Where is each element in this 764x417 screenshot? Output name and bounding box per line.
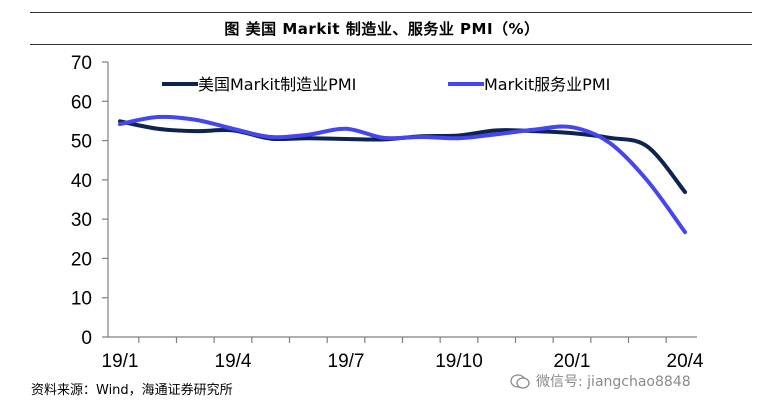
x-tick-label: 19/10 [435, 351, 483, 372]
chart-title: 图 美国 Markit 制造业、服务业 PMI（%） [224, 20, 540, 38]
x-tick-label: 19/4 [215, 351, 252, 372]
source-note: 资料来源：Wind，海通证券研究所 [31, 383, 233, 398]
top-rule [30, 12, 752, 13]
services-pmi-point [156, 115, 160, 119]
manufacturing-pmi-point [608, 136, 612, 140]
services-pmi-point [193, 118, 197, 122]
manufacturing-pmi-point [156, 127, 160, 131]
legend-label-manufacturing: 美国Markit制造业PMI [198, 75, 356, 94]
manufacturing-pmi-point [344, 137, 348, 141]
x-tick-label: 19/1 [102, 351, 139, 372]
services-pmi-point [419, 135, 423, 139]
y-tick-label: 60 [71, 92, 92, 113]
x-tick-label: 20/1 [554, 351, 591, 372]
services-pmi-point [118, 122, 122, 126]
manufacturing-pmi-point [645, 144, 649, 148]
services-pmi-line [118, 114, 687, 235]
services-pmi-point [457, 136, 461, 140]
y-tick-label: 40 [71, 171, 92, 192]
services-pmi-point [683, 230, 687, 234]
y-tick-label: 70 [71, 53, 92, 74]
services-pmi-point [570, 125, 574, 129]
services-pmi-point [495, 132, 499, 136]
services-pmi-point [608, 141, 612, 145]
manufacturing-pmi-point [570, 131, 574, 135]
legend-label-services: Markit服务业PMI [484, 75, 610, 94]
x-tick-label: 20/4 [667, 351, 704, 372]
services-pmi-point [532, 128, 536, 132]
wechat-icon [510, 374, 530, 389]
y-tick-label: 0 [81, 328, 92, 349]
y-tick-label: 10 [71, 289, 92, 310]
y-tick-label: 50 [71, 132, 92, 153]
services-pmi-point [269, 135, 273, 139]
title-rule [30, 44, 752, 45]
services-pmi-point [231, 127, 235, 131]
services-pmi-point [306, 133, 310, 137]
services-pmi-point [645, 179, 649, 183]
wechat-watermark: 微信号: jiangchao8848 [510, 371, 691, 391]
manufacturing-pmi-point [683, 190, 687, 194]
services-pmi-point [382, 136, 386, 140]
chart-series [118, 114, 687, 235]
manufacturing-pmi-point [495, 128, 499, 132]
manufacturing-pmi-point [193, 129, 197, 133]
y-tick-label: 20 [71, 249, 92, 270]
watermark-text: 微信号: jiangchao8848 [536, 374, 691, 390]
chart-legend: 美国Markit制造业PMI Markit服务业PMI [162, 75, 610, 94]
services-pmi-point [344, 127, 348, 131]
y-tick-label: 30 [71, 210, 92, 231]
chart-axes: 0 10 20 30 40 50 60 70 19/1 19/4 19/7 19/10 20/1 20/4 [71, 53, 704, 372]
manufacturing-pmi-line [118, 119, 687, 195]
x-tick-label: 19/7 [328, 351, 365, 372]
